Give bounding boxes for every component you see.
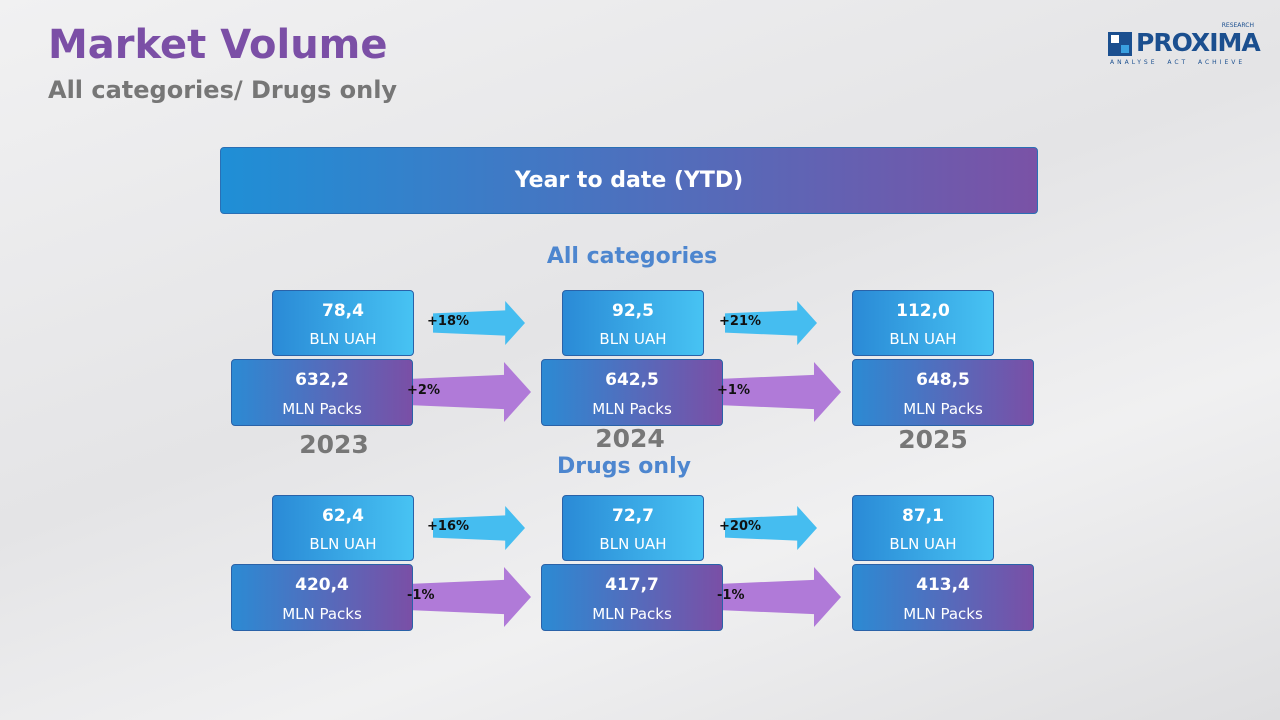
uah-value: 72,7 xyxy=(612,506,654,526)
arrow-shape xyxy=(725,506,817,550)
logo-icon xyxy=(1108,32,1132,56)
section-title: All categories xyxy=(546,244,718,269)
uah-box: 112,0 BLN UAH xyxy=(852,290,994,356)
year-label: 2023 xyxy=(299,430,369,459)
arrow-body xyxy=(723,362,841,422)
uah-unit: BLN UAH xyxy=(889,535,957,553)
section-title: Drugs only xyxy=(557,454,691,479)
uah-value: 92,5 xyxy=(612,301,654,321)
packs-box: 413,4 MLN Packs xyxy=(852,564,1034,631)
uah-value: 62,4 xyxy=(322,506,364,526)
change-label: +20% xyxy=(719,519,762,534)
packs-unit: MLN Packs xyxy=(903,400,983,418)
arrow-shape xyxy=(723,362,841,422)
change-arrow: -1% xyxy=(717,567,841,627)
change-label: -1% xyxy=(407,588,435,603)
uah-value: 78,4 xyxy=(322,301,364,321)
uah-unit: BLN UAH xyxy=(599,535,667,553)
arrow-body xyxy=(723,567,841,627)
packs-value: 632,2 xyxy=(295,370,349,390)
title: Market Volume xyxy=(48,22,388,68)
packs-unit: MLN Packs xyxy=(282,400,362,418)
arrow-body xyxy=(725,301,817,345)
packs-unit: MLN Packs xyxy=(282,605,362,623)
change-label: +21% xyxy=(719,314,762,329)
arrow-body xyxy=(433,301,525,345)
change-label: -1% xyxy=(717,588,745,603)
packs-value: 420,4 xyxy=(295,575,349,595)
arrow-body xyxy=(413,567,531,627)
change-label: +18% xyxy=(427,314,470,329)
change-arrow: +18% xyxy=(427,301,525,345)
logo-motto: ANALYSE ACT ACHIEVE xyxy=(1110,59,1246,66)
uah-box: 62,4 BLN UAH xyxy=(272,495,414,561)
arrow-body xyxy=(725,506,817,550)
packs-value: 413,4 xyxy=(916,575,970,595)
logo: PROXIMA RESEARCH ANALYSE ACT ACHIEVE xyxy=(1108,22,1261,70)
packs-box: 417,7 MLN Packs xyxy=(541,564,723,631)
packs-box: 420,4 MLN Packs xyxy=(231,564,413,631)
change-label: +2% xyxy=(407,383,440,398)
change-arrow: +1% xyxy=(717,362,841,422)
uah-box: 72,7 BLN UAH xyxy=(562,495,704,561)
change-label: +16% xyxy=(427,519,470,534)
change-arrow: +20% xyxy=(719,506,817,550)
change-arrow: +16% xyxy=(427,506,525,550)
subtitle: All categories/ Drugs only xyxy=(48,76,398,104)
arrow-body xyxy=(413,362,531,422)
packs-value: 642,5 xyxy=(605,370,659,390)
uah-unit: BLN UAH xyxy=(309,330,377,348)
uah-unit: BLN UAH xyxy=(599,330,667,348)
uah-unit: BLN UAH xyxy=(309,535,377,553)
uah-unit: BLN UAH xyxy=(889,330,957,348)
change-arrow: +2% xyxy=(407,362,531,422)
change-arrow: +21% xyxy=(719,301,817,345)
packs-unit: MLN Packs xyxy=(592,605,672,623)
uah-box: 87,1 BLN UAH xyxy=(852,495,994,561)
change-label: +1% xyxy=(717,383,750,398)
packs-value: 648,5 xyxy=(916,370,970,390)
uah-box: 92,5 BLN UAH xyxy=(562,290,704,356)
packs-box: 632,2 MLN Packs xyxy=(231,359,413,426)
uah-value: 87,1 xyxy=(902,506,944,526)
packs-unit: MLN Packs xyxy=(903,605,983,623)
logo-tag: RESEARCH xyxy=(1221,22,1254,29)
packs-box: 648,5 MLN Packs xyxy=(852,359,1034,426)
year-label: 2024 xyxy=(595,424,665,453)
arrow-shape xyxy=(433,301,525,345)
packs-box: 642,5 MLN Packs xyxy=(541,359,723,426)
packs-unit: MLN Packs xyxy=(592,400,672,418)
arrow-shape xyxy=(413,567,531,627)
change-arrow: -1% xyxy=(407,567,531,627)
arrow-shape xyxy=(723,567,841,627)
arrow-shape xyxy=(413,362,531,422)
arrow-shape xyxy=(725,301,817,345)
arrow-body xyxy=(433,506,525,550)
uah-box: 78,4 BLN UAH xyxy=(272,290,414,356)
banner: Year to date (YTD) xyxy=(220,147,1038,214)
arrow-shape xyxy=(433,506,525,550)
logo-name: PROXIMA xyxy=(1136,28,1261,57)
year-label: 2025 xyxy=(898,425,968,454)
uah-value: 112,0 xyxy=(896,301,950,321)
packs-value: 417,7 xyxy=(605,575,659,595)
